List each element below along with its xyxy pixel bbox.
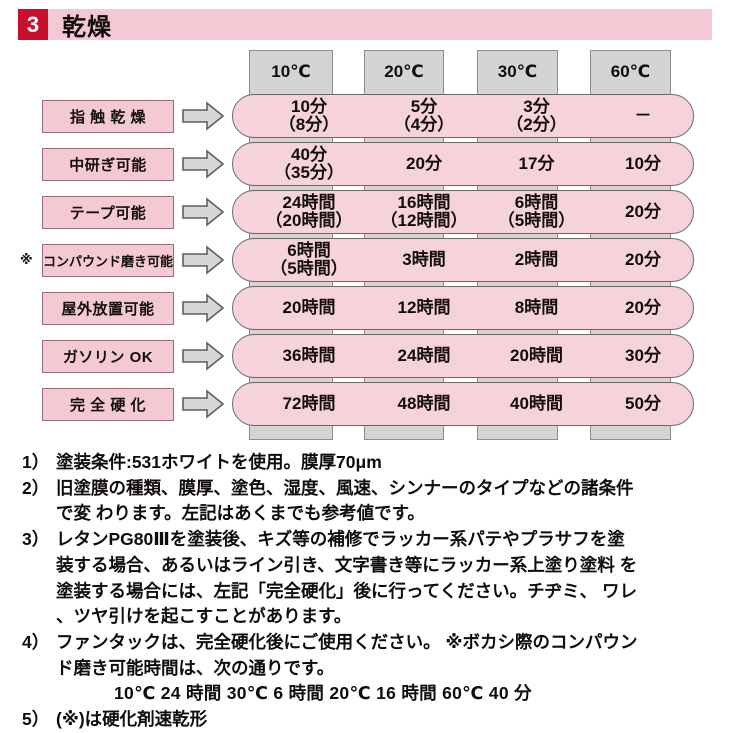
cell-30c: 6時間 （5時間） (497, 192, 576, 230)
row-label-gasoline: ガソリン OK (42, 339, 174, 373)
notes-list: 1） 塗装条件:531ホワイトを使用。膜厚70μm 2） 旧塗膜の種類、膜厚、塗… (22, 450, 714, 733)
cell-60c: 10分 (625, 153, 661, 173)
table-row: 10分 （8分） 5分 （4分） 3分 （2分） － (232, 94, 694, 138)
arrow-right-icon (182, 389, 225, 419)
note-text-continued: 塗装する場合には、左記「完全硬化」後に行ってください。チヂミ、 ワレ (56, 580, 637, 601)
cell-10c: 72時間 (282, 393, 336, 413)
cell-20c: 16時間 （12時間） (380, 192, 468, 230)
cell-60c: 20分 (625, 297, 661, 317)
row-label-full-cure: 完 全 硬 化 (42, 387, 174, 421)
row-label-sanding: 中研ぎ可能 (42, 147, 174, 181)
cell-30c: 8時間 (514, 297, 559, 317)
table-row: 20時間 12時間 8時間 20分 (232, 286, 694, 330)
cell-10c: 20時間 (282, 297, 336, 317)
cell-30c: 17分 (518, 153, 555, 173)
arrow-right-icon (182, 245, 225, 275)
cell-60c: 30分 (625, 345, 661, 365)
cell-10c: 10分 （8分） (278, 96, 340, 134)
note-item-3: 3） レタンPG80Ⅲを塗装後、キズ等の補修でラッカー系パテやプラサフを塗 (22, 527, 714, 553)
table-row: 24時間 （20時間） 16時間 （12時間） 6時間 （5時間） 20分 (232, 190, 694, 234)
cell-60c: 20分 (625, 249, 661, 269)
cell-60c: 50分 (625, 393, 661, 413)
note-number: 3） (22, 529, 50, 550)
row-label-group-compound: ※ コンパウンド磨き可能 (20, 238, 235, 282)
cell-20c: 48時間 (397, 393, 451, 413)
row-label-tape: テープ可能 (42, 195, 174, 229)
section-title: 乾燥 (62, 14, 112, 41)
cell-60c: － (634, 105, 652, 125)
table-row: 6時間 （5時間） 3時間 2時間 20分 (232, 238, 694, 282)
arrow-right-icon (182, 293, 225, 323)
note-item-1: 1） 塗装条件:531ホワイトを使用。膜厚70μm (22, 450, 714, 476)
cell-20c: 12時間 (397, 297, 451, 317)
cell-10c: 24時間 （20時間） (265, 192, 353, 230)
cell-30c: 3分 （2分） (506, 96, 567, 134)
note-item-4: 4） ファンタックは、完全硬化後にご使用ください。 ※ボカシ際のコンパウン (22, 630, 714, 656)
note-item-5: 5） (※)は硬化剤速乾形 (22, 707, 714, 733)
drying-time-table: 10℃ 20℃ 30℃ 60℃ 10分 （8分） 5分 （4分） 3分 （2分） － … (0, 46, 730, 446)
note-text-continued: 、ツヤ引けを起こすことがあります。 (56, 606, 352, 627)
note-number: 4） (22, 632, 50, 653)
table-row: 36時間 24時間 20時間 30分 (232, 334, 694, 378)
row-label-group-outdoor: ※ 屋外放置可能 (20, 286, 235, 330)
cell-20c: 20分 (406, 153, 442, 173)
arrow-right-icon (182, 149, 225, 179)
cell-30c: 2時間 (514, 249, 559, 269)
cell-10c: 40分 （35分） (274, 144, 344, 182)
note-text: 旧塗膜の種類、膜厚、塗色、湿度、風速、シンナーのタイプなどの諸条件 (56, 477, 634, 498)
note-number: 5） (22, 709, 50, 730)
arrow-right-icon (182, 197, 225, 227)
section-header: 3 乾燥 (18, 9, 712, 41)
row-label-group-finger-dry: ※ 指 触 乾 燥 (20, 94, 235, 138)
cell-20c: 5分 （4分） (393, 96, 455, 134)
note-number: 2） (22, 477, 50, 498)
cell-10c: 6時間 （5時間） (270, 240, 348, 278)
cell-20c: 3時間 (402, 249, 446, 269)
section-number-badge: 3 (18, 9, 48, 40)
table-row: 40分 （35分） 20分 17分 10分 (232, 142, 694, 186)
row-label-group-tape: ※ テープ可能 (20, 190, 235, 234)
note-text: レタンPG80Ⅲを塗装後、キズ等の補修でラッカー系パテやプラサフを塗 (56, 529, 625, 550)
cell-30c: 20時間 (510, 345, 563, 365)
row-label-compound: コンパウンド磨き可能 (42, 243, 174, 277)
row-label-group-gasoline: ※ ガソリン OK (20, 334, 235, 378)
note-temperature-line: 10℃ 24 時間 30℃ 6 時間 20℃ 16 時間 60℃ 40 分 (114, 683, 532, 704)
note-number: 1） (22, 452, 50, 472)
note-text: (※)は硬化剤速乾形 (56, 709, 208, 730)
note-text: 塗装条件:531ホワイトを使用。膜厚70μm (56, 452, 382, 472)
data-rows: 10分 （8分） 5分 （4分） 3分 （2分） － 40分 （35分） 20分 17分… (0, 46, 730, 446)
arrow-right-icon (182, 101, 225, 131)
row-label-group-full-cure: ※ 完 全 硬 化 (20, 382, 235, 426)
cell-20c: 24時間 (397, 345, 451, 365)
table-row: 72時間 48時間 40時間 50分 (232, 382, 694, 426)
cell-60c: 20分 (625, 201, 661, 221)
arrow-right-icon (182, 341, 225, 371)
row-label-group-sanding: ※ 中研ぎ可能 (20, 142, 235, 186)
note-text-continued: で変 わります。左記はあくまでも参考値です。 (56, 503, 425, 524)
cell-30c: 40時間 (510, 393, 563, 413)
note-item-2: 2） 旧塗膜の種類、膜厚、塗色、湿度、風速、シンナーのタイプなどの諸条件 (22, 476, 714, 502)
note-text-continued: 装する場合、あるいはライン引き、文字書き等にラッカー系上塗り塗料 を (56, 554, 638, 575)
star-marker: ※ (20, 252, 33, 267)
row-labels: ※ 指 触 乾 燥 ※ 中研ぎ可能 ※ テープ可能 ※ コンパウンド磨き可能 (0, 46, 730, 446)
note-text-continued: ド磨き可能時間は、次の通りです。 (56, 657, 335, 678)
row-label-outdoor: 屋外放置可能 (42, 291, 174, 325)
cell-10c: 36時間 (282, 345, 336, 365)
row-label-finger-dry: 指 触 乾 燥 (42, 99, 174, 133)
note-text: ファンタックは、完全硬化後にご使用ください。 ※ボカシ際のコンパウン (56, 632, 638, 653)
